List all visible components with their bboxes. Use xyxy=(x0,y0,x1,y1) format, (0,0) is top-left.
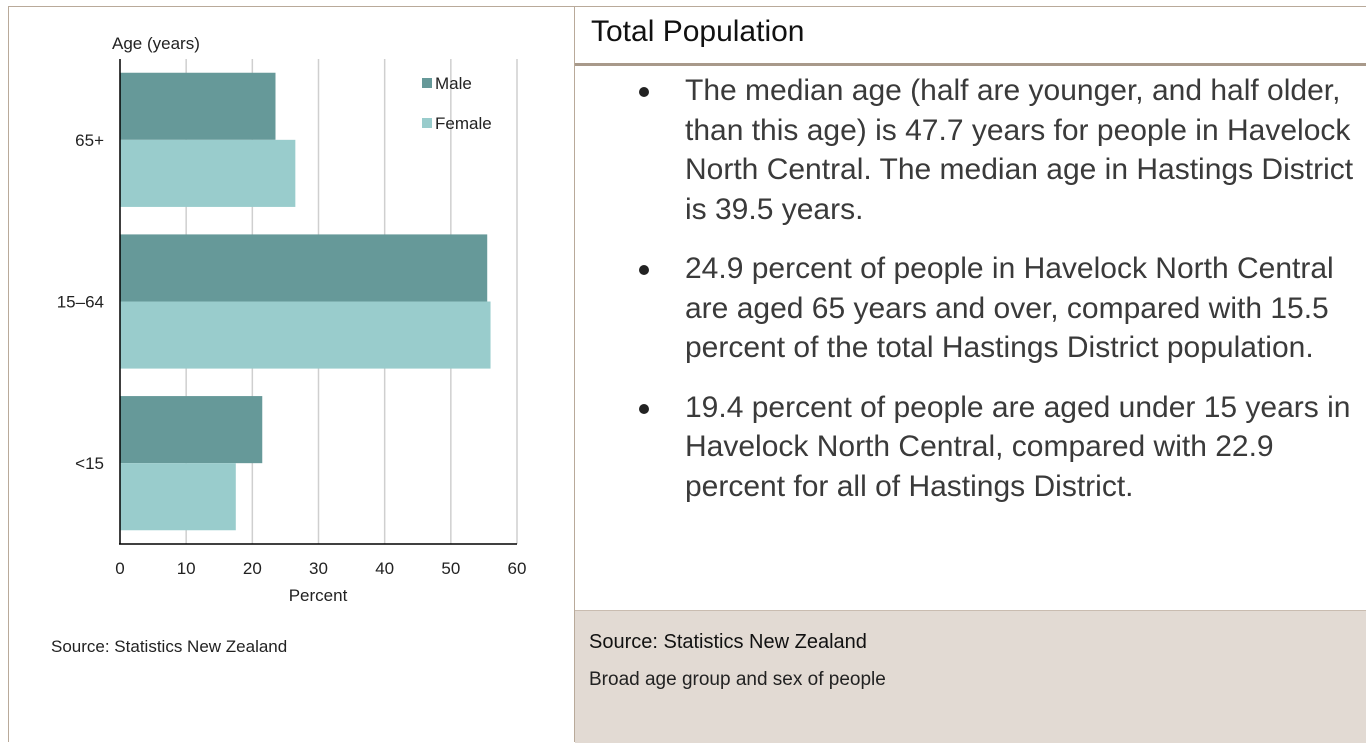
x-axis-label: Percent xyxy=(289,586,348,605)
x-tick-label: 50 xyxy=(441,559,460,578)
chart-source: Source: Statistics New Zealand xyxy=(51,637,288,656)
section-title: Total Population xyxy=(591,15,805,48)
x-tick-label: 20 xyxy=(243,559,262,578)
bar-male xyxy=(120,72,276,140)
panel-divider xyxy=(574,6,575,742)
bullet-item: 19.4 percent of people are aged under 15… xyxy=(635,388,1355,507)
legend-swatch xyxy=(422,78,432,88)
x-tick-label: 60 xyxy=(508,559,527,578)
bullet-item: The median age (half are younger, and ha… xyxy=(635,71,1355,229)
bullet-item: 24.9 percent of people in Havelock North… xyxy=(635,249,1355,368)
footer-box: Source: Statistics New Zealand Broad age… xyxy=(575,610,1366,743)
footer-source: Source: Statistics New Zealand xyxy=(589,631,867,653)
bullet-text: The median age (half are younger, and ha… xyxy=(685,74,1354,226)
y-category-label: 15–64 xyxy=(57,293,104,312)
bullet-dot-icon xyxy=(639,265,649,275)
bar-male xyxy=(120,396,263,464)
info-panel: Total Population The median age (half ar… xyxy=(575,7,1366,743)
population-chart: 0 10 20 30 40 50 60 65+ 15–64 <15 Age (years) Pe… xyxy=(57,34,527,605)
bullet-dot-icon xyxy=(639,403,649,414)
x-tick-label: 0 xyxy=(115,559,124,578)
bullet-list: The median age (half are younger, and ha… xyxy=(635,71,1355,526)
bullet-text: 24.9 percent of people in Havelock North… xyxy=(685,252,1334,364)
bullet-dot-icon xyxy=(639,87,649,97)
y-axis-label: Age (years) xyxy=(112,34,200,53)
bullet-text: 19.4 percent of people are aged under 15… xyxy=(685,390,1351,503)
x-tick-label: 30 xyxy=(309,559,328,578)
title-rule xyxy=(575,63,1366,66)
legend-label: Female xyxy=(435,114,492,133)
legend-label: Male xyxy=(435,74,472,93)
chart-panel: 0 10 20 30 40 50 60 65+ 15–64 <15 Age (years) Pe… xyxy=(9,7,574,742)
legend: Male Female xyxy=(422,74,492,133)
bar-female xyxy=(120,301,491,369)
bar-female xyxy=(120,463,236,531)
bars xyxy=(120,72,491,531)
y-category-label: 65+ xyxy=(75,131,104,150)
legend-swatch xyxy=(422,118,432,128)
y-category-labels: 65+ 15–64 <15 xyxy=(57,131,104,473)
x-tick-label: 10 xyxy=(177,559,196,578)
x-tick-label: 40 xyxy=(375,559,394,578)
page-frame xyxy=(8,6,1366,742)
y-category-label: <15 xyxy=(75,454,104,473)
bar-female xyxy=(120,139,296,207)
bar-male xyxy=(120,234,488,302)
x-tick-labels: 0 10 20 30 40 50 60 xyxy=(115,559,526,578)
footer-caption: Broad age group and sex of people xyxy=(589,669,886,690)
